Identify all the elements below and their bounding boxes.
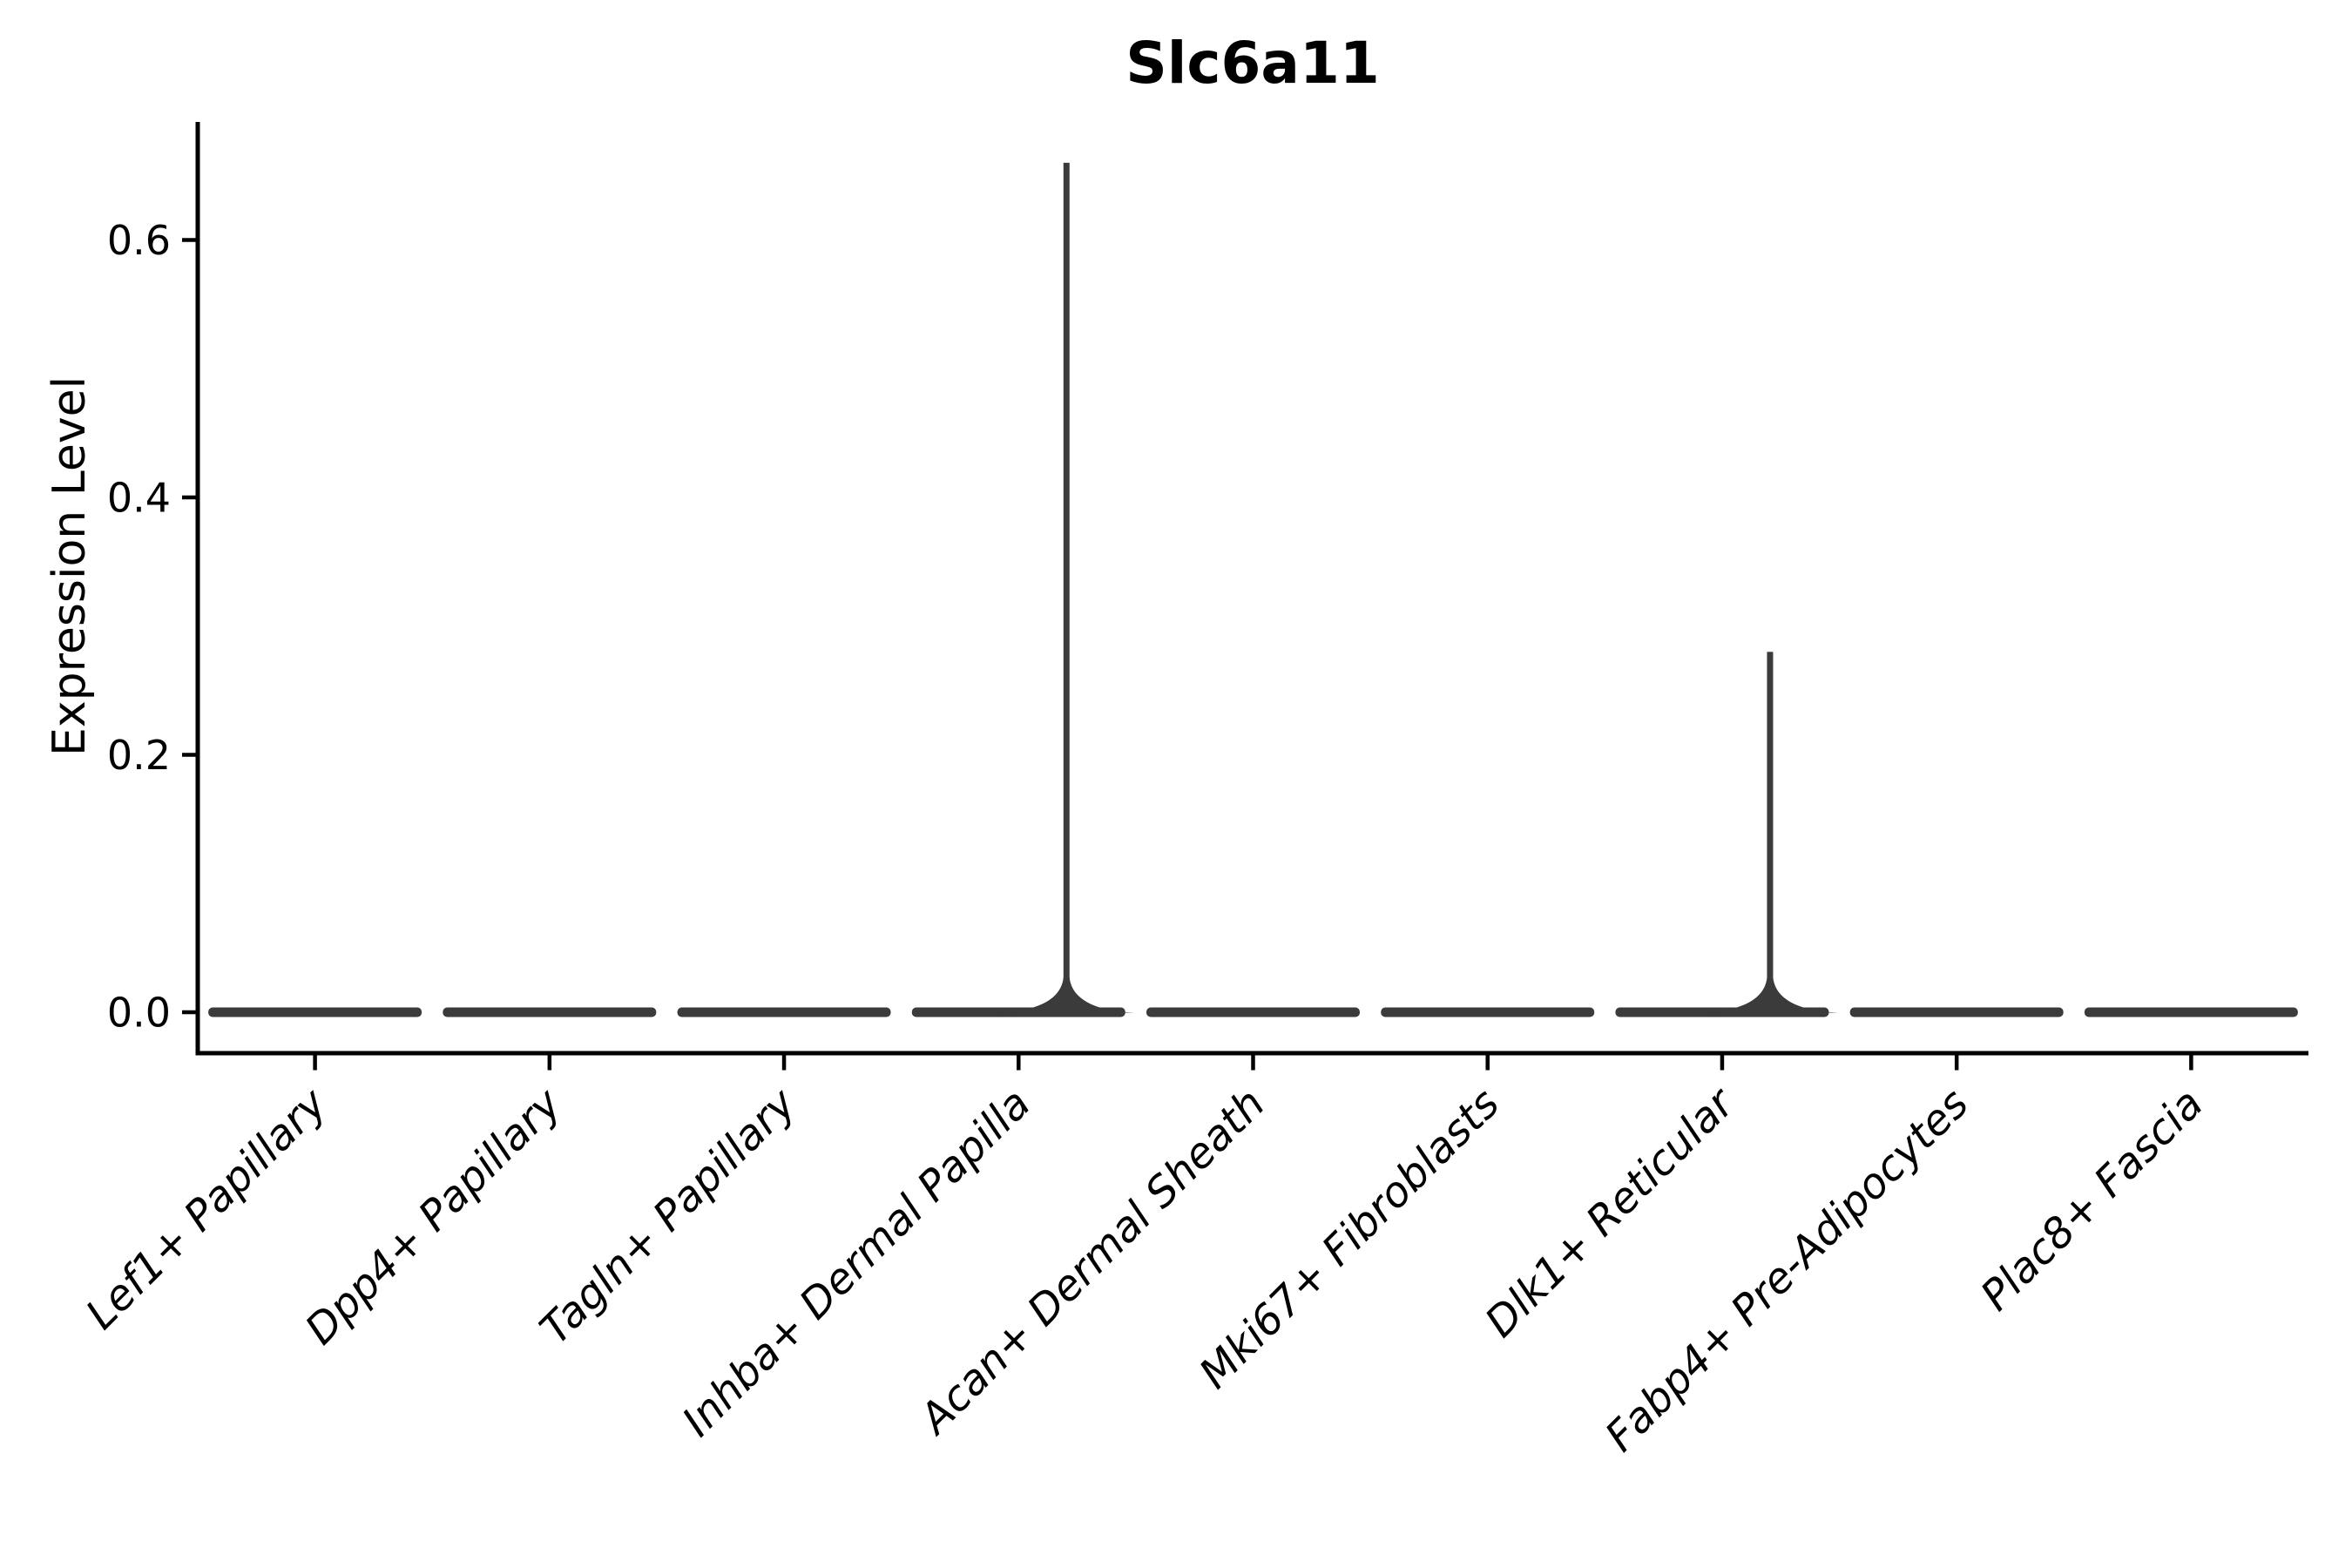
violin-body — [1146, 1007, 1360, 1017]
violin-body — [1849, 1007, 2064, 1017]
x-tick-label: Dpp4+ Papillary — [296, 1078, 571, 1354]
violin-body — [2084, 1007, 2298, 1017]
violin-spike-flare — [998, 977, 1135, 1013]
x-tick-label: Dlk1+ Reticular — [1476, 1078, 1746, 1348]
violin-spike-flare — [1701, 977, 1838, 1013]
violin-body — [1381, 1007, 1595, 1017]
violin-spike — [1767, 652, 1774, 983]
y-tick-label: 0.6 — [107, 217, 171, 264]
violin-body — [208, 1007, 422, 1017]
chart-title: Slc6a11 — [1125, 30, 1380, 97]
y-tick-label: 0.2 — [107, 732, 171, 779]
violin-body — [443, 1007, 657, 1017]
x-tick-label: Plac8+ Fascia — [1971, 1079, 2213, 1321]
violin-body — [677, 1007, 891, 1017]
violin-spike — [1063, 162, 1070, 983]
x-tick-label: Tagln+ Papillary — [531, 1078, 806, 1354]
x-tick-label: Lef1+ Papillary — [77, 1078, 337, 1339]
y-tick-label: 0.0 — [107, 990, 171, 1037]
y-tick-label: 0.4 — [107, 475, 171, 522]
